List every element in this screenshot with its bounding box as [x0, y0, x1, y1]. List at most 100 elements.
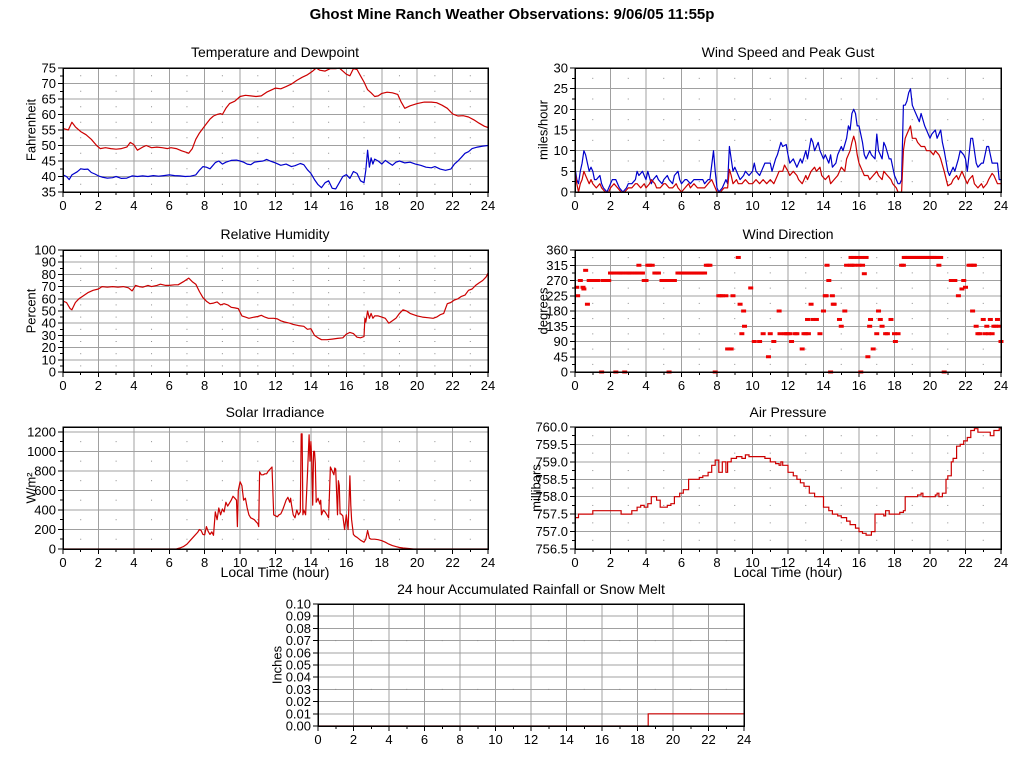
svg-text:0.09: 0.09 [286, 609, 311, 624]
svg-text:16: 16 [339, 198, 353, 213]
svg-text:757.0: 757.0 [535, 524, 568, 539]
svg-text:180: 180 [546, 304, 568, 319]
svg-text:24: 24 [994, 378, 1008, 393]
svg-text:8: 8 [456, 732, 463, 747]
svg-text:360: 360 [546, 243, 568, 258]
svg-text:50: 50 [42, 304, 56, 319]
svg-text:757.5: 757.5 [535, 507, 568, 522]
y-axis-label-pressure: millibars [528, 464, 544, 512]
svg-text:760.0: 760.0 [535, 420, 568, 435]
svg-text:6: 6 [166, 198, 173, 213]
y-axis-label-wind-speed: miles/hour [535, 100, 551, 160]
svg-text:80: 80 [42, 267, 56, 282]
svg-text:75: 75 [42, 61, 56, 76]
svg-text:30: 30 [42, 328, 56, 343]
svg-text:22: 22 [958, 555, 972, 570]
svg-text:18: 18 [887, 555, 901, 570]
y-axis-label-solar: W/m² [23, 472, 39, 504]
svg-text:12: 12 [524, 732, 538, 747]
svg-text:0.02: 0.02 [286, 694, 311, 709]
svg-text:2: 2 [607, 198, 614, 213]
svg-text:6: 6 [678, 555, 685, 570]
svg-text:4: 4 [130, 378, 137, 393]
svg-text:90: 90 [554, 334, 568, 349]
svg-text:6: 6 [166, 378, 173, 393]
svg-text:600: 600 [34, 483, 56, 498]
svg-text:4: 4 [130, 198, 137, 213]
svg-text:22: 22 [701, 732, 715, 747]
svg-text:18: 18 [887, 378, 901, 393]
svg-text:15: 15 [554, 123, 568, 138]
svg-text:8: 8 [713, 378, 720, 393]
svg-text:2: 2 [607, 555, 614, 570]
svg-text:0: 0 [59, 198, 66, 213]
svg-text:55: 55 [42, 123, 56, 138]
svg-text:20: 20 [554, 102, 568, 117]
chart-title-wind-direction: Wind Direction [742, 226, 834, 242]
svg-text:12: 12 [781, 378, 795, 393]
chart-title-rainfall: 24 hour Accumulated Rainfall or Snow Mel… [397, 581, 665, 597]
svg-text:759.0: 759.0 [535, 454, 568, 469]
svg-text:14: 14 [304, 198, 318, 213]
svg-text:14: 14 [816, 378, 830, 393]
svg-text:5: 5 [561, 164, 568, 179]
svg-text:20: 20 [923, 555, 937, 570]
x-axis-label-solar: Local Time (hour) [220, 564, 330, 580]
svg-text:758.0: 758.0 [535, 489, 568, 504]
svg-text:225: 225 [546, 288, 568, 303]
svg-text:0.07: 0.07 [286, 633, 311, 648]
svg-text:14: 14 [816, 198, 830, 213]
svg-text:6: 6 [421, 732, 428, 747]
svg-text:0: 0 [571, 555, 578, 570]
y-axis-label-temperature: Fahrenheit [23, 98, 39, 162]
svg-text:6: 6 [678, 378, 685, 393]
svg-text:20: 20 [410, 378, 424, 393]
svg-text:20: 20 [666, 732, 680, 747]
svg-text:45: 45 [42, 154, 56, 169]
svg-text:400: 400 [34, 502, 56, 517]
svg-text:0: 0 [59, 555, 66, 570]
svg-text:20: 20 [42, 340, 56, 355]
svg-text:12: 12 [781, 555, 795, 570]
svg-text:16: 16 [852, 555, 866, 570]
svg-text:16: 16 [339, 378, 353, 393]
svg-text:12: 12 [781, 198, 795, 213]
svg-text:759.5: 759.5 [535, 437, 568, 452]
svg-text:0.05: 0.05 [286, 658, 311, 673]
svg-text:4: 4 [642, 378, 649, 393]
svg-text:18: 18 [375, 378, 389, 393]
svg-text:22: 22 [445, 198, 459, 213]
svg-text:2: 2 [95, 378, 102, 393]
svg-text:70: 70 [42, 279, 56, 294]
svg-text:50: 50 [42, 138, 56, 153]
x-axis-label-pressure: Local Time (hour) [733, 564, 843, 580]
svg-text:10: 10 [488, 732, 502, 747]
svg-text:14: 14 [304, 555, 318, 570]
svg-text:45: 45 [554, 349, 568, 364]
svg-text:35: 35 [42, 185, 56, 200]
svg-text:10: 10 [745, 555, 759, 570]
svg-text:270: 270 [546, 273, 568, 288]
svg-text:10: 10 [233, 198, 247, 213]
svg-text:14: 14 [816, 555, 830, 570]
svg-text:135: 135 [546, 319, 568, 334]
svg-text:20: 20 [410, 198, 424, 213]
svg-text:22: 22 [958, 198, 972, 213]
svg-text:0.10: 0.10 [286, 597, 311, 612]
svg-text:200: 200 [34, 522, 56, 537]
svg-text:0.01: 0.01 [286, 706, 311, 721]
svg-text:12: 12 [268, 555, 282, 570]
svg-text:100: 100 [34, 243, 56, 258]
svg-text:0.04: 0.04 [286, 670, 311, 685]
svg-text:0: 0 [571, 378, 578, 393]
svg-text:60: 60 [42, 291, 56, 306]
svg-text:22: 22 [958, 378, 972, 393]
svg-text:800: 800 [34, 463, 56, 478]
svg-text:0.00: 0.00 [286, 719, 311, 734]
svg-text:756.5: 756.5 [535, 542, 568, 557]
svg-text:18: 18 [375, 555, 389, 570]
svg-text:14: 14 [559, 732, 573, 747]
y-axis-label-wind-direction: degrees [535, 287, 551, 335]
svg-text:90: 90 [42, 255, 56, 270]
